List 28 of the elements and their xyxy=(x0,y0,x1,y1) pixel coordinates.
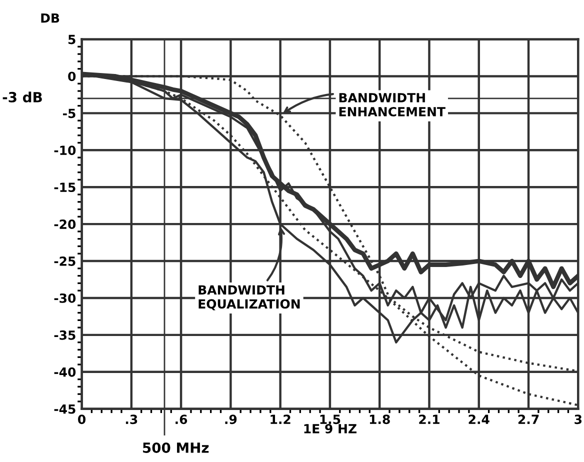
x-axis-title: 1E 9 HZ xyxy=(304,424,356,434)
x-tick-label: 2.4 xyxy=(468,414,490,424)
y-tick-label: -30 xyxy=(54,293,76,303)
x-tick-label: .6 xyxy=(176,414,188,424)
ref-line-label: -3 dB xyxy=(2,92,42,102)
ref-line-label: 500 MHz xyxy=(143,442,209,453)
y-tick-label: -20 xyxy=(54,220,76,229)
y-tick-label: 0 xyxy=(68,72,76,82)
y-axis-title: DB xyxy=(41,13,60,23)
y-tick-label: -5 xyxy=(62,108,76,118)
x-tick-label: 2.1 xyxy=(419,414,440,424)
annotation: BANDWIDTH EQUALIZATION xyxy=(198,285,300,310)
annotation: BANDWIDTH ENHANCEMENT xyxy=(339,93,446,116)
y-tick-label: 5 xyxy=(68,34,76,44)
x-tick-label: .9 xyxy=(225,414,237,424)
x-tick-label: 1.5 xyxy=(320,414,340,424)
x-tick-label: .3 xyxy=(126,414,138,424)
y-tick-label: -10 xyxy=(54,146,76,156)
y-tick-label: -25 xyxy=(54,256,76,266)
y-tick-label: -15 xyxy=(54,182,76,192)
x-tick-label: 2.7 xyxy=(518,414,539,424)
x-tick-label: 3 xyxy=(574,414,582,424)
x-tick-label: 1.2 xyxy=(270,414,290,424)
y-tick-label: -40 xyxy=(54,367,76,377)
x-tick-label: 0 xyxy=(78,414,86,424)
y-tick-label: -35 xyxy=(54,330,76,340)
x-tick-label: 1.8 xyxy=(370,414,390,424)
y-tick-label: -45 xyxy=(54,404,76,414)
